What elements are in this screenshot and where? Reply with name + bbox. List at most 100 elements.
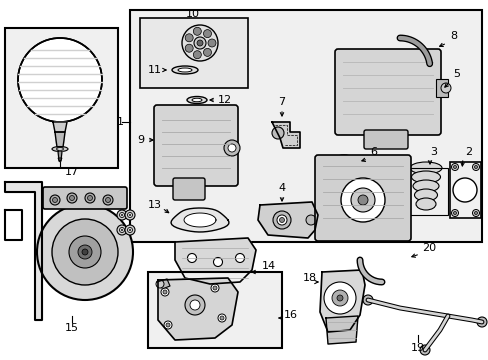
Circle shape	[119, 228, 124, 233]
Polygon shape	[258, 202, 317, 238]
Ellipse shape	[52, 147, 68, 152]
Ellipse shape	[409, 162, 441, 174]
Circle shape	[69, 195, 74, 201]
Circle shape	[182, 25, 218, 61]
Circle shape	[452, 166, 456, 168]
Circle shape	[127, 212, 132, 217]
Circle shape	[193, 51, 201, 59]
Circle shape	[117, 210, 127, 220]
FancyBboxPatch shape	[314, 155, 410, 241]
Circle shape	[227, 144, 236, 152]
Polygon shape	[58, 151, 62, 161]
Circle shape	[440, 83, 450, 93]
Text: 18: 18	[303, 273, 317, 283]
Circle shape	[203, 30, 211, 37]
FancyBboxPatch shape	[43, 187, 127, 209]
Circle shape	[213, 257, 222, 266]
Circle shape	[129, 229, 131, 231]
Circle shape	[121, 229, 123, 231]
Text: 13: 13	[148, 200, 162, 210]
Circle shape	[197, 40, 203, 46]
Circle shape	[52, 198, 58, 202]
Ellipse shape	[331, 155, 356, 171]
Circle shape	[119, 212, 124, 217]
Ellipse shape	[186, 96, 206, 104]
Ellipse shape	[57, 148, 63, 150]
Bar	[140, 18, 247, 88]
Circle shape	[129, 214, 131, 216]
Polygon shape	[55, 132, 65, 147]
Polygon shape	[325, 316, 357, 344]
Ellipse shape	[192, 98, 202, 102]
Text: 9: 9	[137, 135, 144, 145]
Circle shape	[452, 212, 456, 215]
FancyBboxPatch shape	[363, 130, 407, 149]
Text: 10: 10	[185, 9, 200, 19]
Circle shape	[103, 195, 113, 205]
Circle shape	[471, 210, 479, 216]
Circle shape	[362, 295, 372, 305]
Circle shape	[279, 217, 284, 222]
Circle shape	[194, 37, 205, 49]
Text: 20: 20	[421, 243, 435, 253]
Text: 1: 1	[117, 117, 124, 127]
Circle shape	[340, 178, 384, 222]
Circle shape	[105, 198, 110, 202]
Circle shape	[165, 323, 170, 327]
Bar	[435, 79, 447, 97]
Circle shape	[85, 193, 95, 203]
Circle shape	[187, 253, 196, 262]
Circle shape	[450, 163, 458, 171]
Ellipse shape	[415, 198, 435, 210]
Text: 12: 12	[218, 95, 232, 105]
Circle shape	[271, 127, 284, 139]
Text: 2: 2	[464, 147, 471, 157]
Text: 8: 8	[449, 31, 456, 41]
Text: 5: 5	[452, 69, 459, 79]
Polygon shape	[271, 122, 299, 148]
Circle shape	[82, 249, 88, 255]
Circle shape	[125, 210, 135, 220]
Circle shape	[224, 140, 240, 156]
Circle shape	[69, 236, 101, 268]
Text: 4: 4	[278, 183, 285, 193]
Bar	[148, 272, 282, 348]
Ellipse shape	[414, 189, 437, 201]
Circle shape	[473, 166, 476, 168]
FancyBboxPatch shape	[173, 178, 204, 200]
Circle shape	[357, 195, 367, 205]
Circle shape	[50, 195, 60, 205]
Circle shape	[121, 214, 123, 216]
Circle shape	[450, 210, 458, 216]
Circle shape	[185, 34, 193, 42]
Circle shape	[37, 204, 133, 300]
Circle shape	[156, 280, 163, 288]
Circle shape	[235, 253, 244, 262]
Circle shape	[220, 316, 224, 320]
Text: 16: 16	[284, 310, 297, 320]
Circle shape	[87, 195, 92, 201]
Polygon shape	[171, 208, 228, 232]
Circle shape	[324, 282, 355, 314]
Circle shape	[190, 300, 200, 310]
Text: 3: 3	[429, 147, 436, 157]
Circle shape	[117, 225, 127, 235]
Circle shape	[127, 228, 132, 233]
Circle shape	[163, 321, 172, 329]
Circle shape	[476, 317, 486, 327]
Circle shape	[471, 163, 479, 171]
Circle shape	[184, 295, 204, 315]
Circle shape	[52, 219, 118, 285]
Ellipse shape	[337, 159, 349, 166]
Circle shape	[276, 215, 286, 225]
Text: 7: 7	[278, 97, 285, 107]
Polygon shape	[5, 182, 42, 320]
Circle shape	[203, 48, 211, 57]
Circle shape	[419, 345, 429, 355]
Circle shape	[350, 188, 374, 212]
Polygon shape	[58, 158, 62, 162]
Ellipse shape	[178, 68, 192, 72]
Circle shape	[185, 44, 193, 52]
FancyBboxPatch shape	[334, 49, 440, 135]
Polygon shape	[5, 210, 22, 240]
